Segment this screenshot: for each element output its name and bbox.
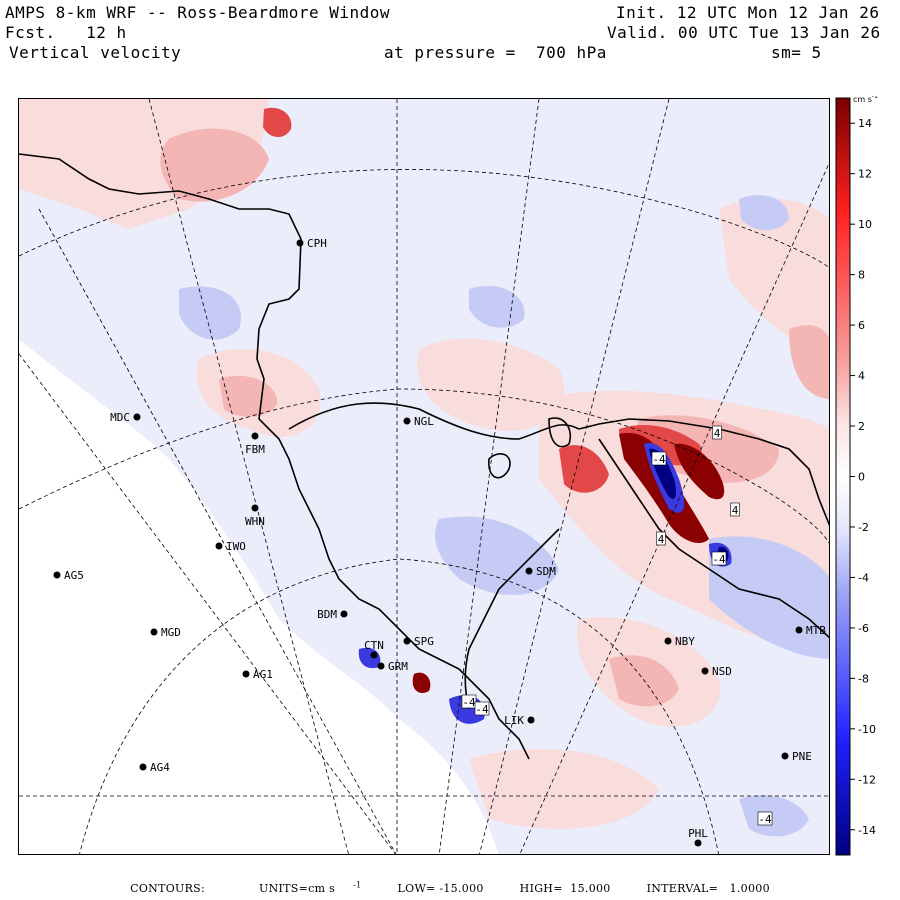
station-marker-fbm[interactable]: [251, 432, 259, 440]
colorbar-ramp: [835, 97, 851, 856]
map-title: AMPS 8-km WRF -- Ross-Beardmore Window: [5, 3, 391, 22]
station-label-ag5: AG5: [64, 569, 84, 582]
stations: CPH MDC FBM NGL WHN IWO AG5 SDM BDM MGD SPG CTN GRM A…: [53, 237, 826, 847]
contour-info: CONTOURS: UNITS=cm s -1 LOW= -15.000 HIGH= 1…: [0, 880, 900, 895]
station-marker-ag1[interactable]: [242, 670, 250, 678]
footer-interval: INTERVAL= 1.0000: [646, 881, 770, 895]
footer-low: LOW= -15.000: [397, 881, 484, 895]
station-marker-ngl[interactable]: [403, 417, 411, 425]
colorbar-tick-label: 2: [858, 420, 865, 433]
colorbar-ticks: 14 12 10 8 6 4 2 0 -2 -4 -6 -8 -10 -12 -14: [850, 117, 876, 837]
station-marker-ag4[interactable]: [139, 763, 147, 771]
station-label-lik: LIK: [504, 714, 524, 727]
station-label-ngl: NGL: [414, 415, 434, 428]
contour-label-box: [757, 811, 773, 826]
colorbar-tick-label: 6: [858, 319, 865, 332]
coastline: [19, 153, 829, 760]
footer-high: HIGH= 15.000: [519, 881, 611, 895]
station-label-ctn: CTN: [364, 639, 384, 652]
contour-label-box: [730, 502, 740, 517]
colorbar-tick-label: -10: [858, 723, 876, 736]
contour-label-box: [474, 701, 490, 716]
contour-label-box: [711, 551, 727, 566]
graticule: [19, 99, 829, 854]
station-marker-cph[interactable]: [296, 239, 304, 247]
station-marker-pne[interactable]: [781, 752, 789, 760]
footer-units: UNITS=cm s -1: [259, 880, 362, 895]
contour-label: -4: [712, 553, 726, 566]
station-label-phl: PHL: [688, 827, 708, 840]
contour-label-box: [651, 451, 667, 466]
station-label-nsd: NSD: [712, 665, 732, 678]
station-marker-bdm[interactable]: [340, 610, 348, 618]
fcst-label: Fcst.: [5, 23, 56, 42]
station-label-sdm: SDM: [536, 565, 556, 578]
contour-label: -4: [758, 813, 772, 826]
station-marker-mtb[interactable]: [795, 626, 803, 634]
colorbar-tick-label: -8: [858, 672, 869, 685]
contour-label: -4: [475, 703, 489, 716]
colorbar-tick-label: -4: [858, 571, 869, 584]
station-marker-whn[interactable]: [251, 504, 259, 512]
station-label-grm: GRM: [388, 660, 408, 673]
colorbar-tick-label: 8: [858, 269, 865, 282]
colorbar-tick-label: -12: [858, 773, 876, 786]
contour-label-box: [461, 694, 477, 709]
init-time: Init. 12 UTC Mon 12 Jan 26: [616, 3, 880, 22]
station-marker-ag5[interactable]: [53, 571, 61, 579]
station-marker-mgd[interactable]: [150, 628, 158, 636]
contour-labels: 444-4-4-4-4-4: [461, 425, 773, 826]
station-marker-iwo[interactable]: [215, 542, 223, 550]
contour-label-box: [712, 425, 722, 440]
colorbar: cm s-1 14 12 10 8 6 4 2 0 -2 -4 -6 -8 -10 -12 -14: [835, 96, 878, 856]
station-label-iwo: IWO: [226, 540, 246, 553]
station-marker-lik[interactable]: [527, 716, 535, 724]
contour-label: 4: [714, 427, 721, 440]
contour-label: -4: [652, 453, 666, 466]
forecast-hour: Fcst. 12 h: [5, 24, 127, 42]
variable-name: Vertical velocity: [9, 43, 182, 62]
station-marker-nby[interactable]: [664, 637, 672, 645]
colorbar-tick-label: 10: [858, 218, 872, 231]
station-marker-phl[interactable]: [694, 839, 702, 847]
station-label-nby: NBY: [675, 635, 695, 648]
contour-label: -4: [462, 696, 476, 709]
station-label-whn: WHN: [245, 515, 265, 528]
contour-label: 4: [658, 533, 665, 546]
station-label-ag1: AG1: [253, 668, 273, 681]
colorbar-tick-label: 14: [858, 117, 872, 130]
colorbar-tick-label: 0: [858, 471, 865, 484]
colorbar-tick-label: -14: [858, 824, 876, 837]
footer-contours: CONTOURS:: [130, 881, 206, 895]
station-label-spg: SPG: [414, 635, 434, 648]
colorbar-tick-label: 4: [858, 370, 865, 383]
station-marker-grm[interactable]: [377, 662, 385, 670]
colorbar-tick-label: -2: [858, 521, 869, 534]
map-panel[interactable]: 4 4 4 -4 -4 -4 -4 -4 CPH MDC FBM NGL WHN IWO AG5 SDM BD…: [18, 98, 830, 855]
colorbar-units: cm s-1: [853, 96, 878, 104]
station-label-bdm: BDM: [317, 608, 337, 621]
smoothing: sm= 5: [771, 43, 822, 62]
contour-label: 4: [732, 504, 739, 517]
station-marker-nsd[interactable]: [701, 667, 709, 675]
station-label-ag4: AG4: [150, 761, 170, 774]
station-label-mgd: MGD: [161, 626, 181, 639]
station-label-fbm: FBM: [245, 443, 265, 456]
station-label-cph: CPH: [307, 237, 327, 250]
valid-time: Valid. 00 UTC Tue 13 Jan 26: [607, 23, 881, 42]
station-marker-sdm[interactable]: [525, 567, 533, 575]
station-marker-mdc[interactable]: [133, 413, 141, 421]
pressure-level: at pressure = 700 hPa: [384, 43, 607, 62]
station-label-mdc: MDC: [110, 411, 130, 424]
station-label-pne: PNE: [792, 750, 812, 763]
colorbar-tick-label: 12: [858, 168, 872, 181]
colorbar-tick-label: -6: [858, 622, 869, 635]
station-label-mtb: MTB: [806, 624, 826, 637]
fcst-value: 12 h: [86, 23, 127, 42]
station-marker-ctn[interactable]: [370, 651, 378, 659]
contour-label-box: [656, 531, 666, 546]
nodata-region: [19, 339, 499, 854]
station-marker-spg[interactable]: [403, 637, 411, 645]
